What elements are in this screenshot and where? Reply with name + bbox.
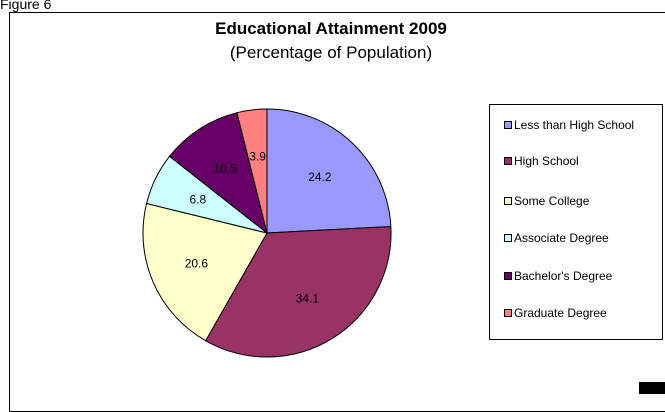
pie-slice-graduate-degree (236, 108, 268, 234)
chart-title: Educational Attainment 2009 (215, 19, 447, 38)
data-label: 24.2 (308, 170, 332, 184)
chart-legend: Less than High School High School Some C… (489, 104, 663, 340)
legend-swatch (504, 234, 512, 242)
data-label: 6.8 (190, 192, 207, 206)
legend-item-high-school: High School (504, 155, 654, 168)
legend-item-associate-degree: Associate Degree (504, 232, 654, 245)
pie-slice-less-than-high-school (266, 108, 392, 234)
legend-swatch (504, 121, 512, 129)
data-label: 20.6 (185, 256, 209, 270)
pie-slice-some-college (142, 202, 268, 342)
legend-item-some-college: Some College (504, 195, 654, 208)
chart-subtitle: (Percentage of Population) (229, 43, 433, 62)
page-caption: Figure 6 (0, 0, 52, 12)
data-label: 3.9 (249, 150, 266, 164)
legend-label: Graduate Degree (514, 306, 607, 320)
legend-label: Associate Degree (514, 231, 609, 245)
legend-swatch (504, 272, 512, 280)
pie-slice-high-school (204, 226, 392, 358)
pie-chart: 24.2 34.1 20.6 6.8 10.5 3.9 (142, 108, 392, 358)
legend-swatch (504, 309, 512, 317)
legend-item-graduate-degree: Graduate Degree (504, 307, 654, 320)
legend-label: Less than High School (514, 118, 635, 132)
data-label: 34.1 (296, 291, 320, 305)
legend-swatch (504, 157, 512, 165)
corner-mark (639, 382, 665, 394)
legend-swatch (504, 197, 512, 205)
legend-label: Some College (514, 194, 590, 208)
data-label: 10.5 (214, 161, 238, 175)
legend-item-less-than-high-school: Less than High School (504, 119, 654, 132)
legend-label: Bachelor's Degree (514, 269, 613, 283)
legend-label: High School (514, 154, 579, 168)
pie-slice-bachelor-s-degree (168, 112, 268, 235)
legend-item-bachelors-degree: Bachelor's Degree (504, 270, 654, 283)
